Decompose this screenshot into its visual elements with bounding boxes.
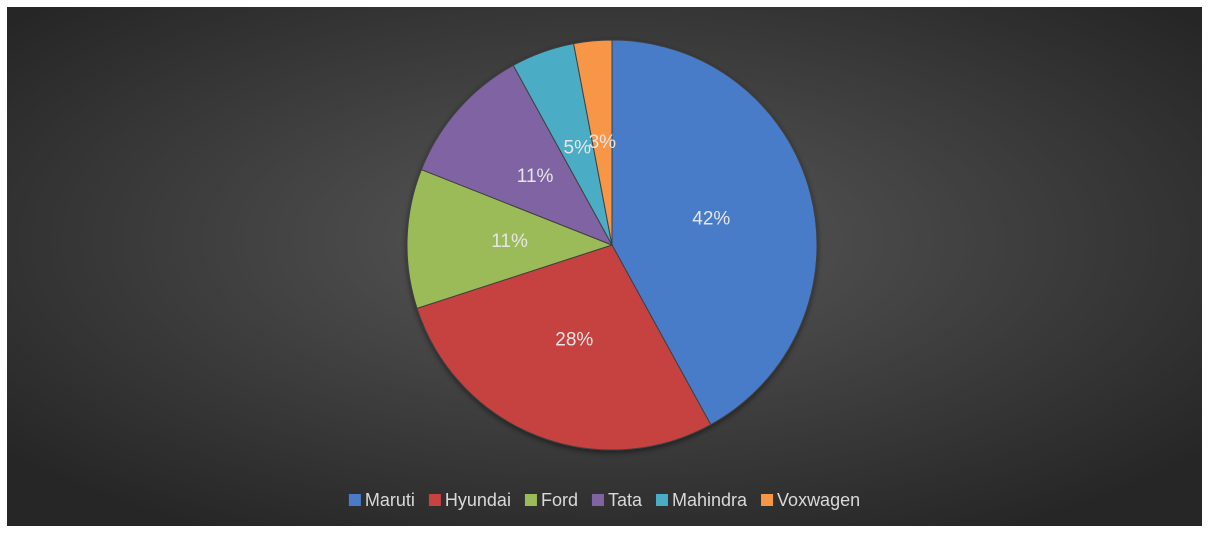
pie-slice [611, 39, 818, 426]
legend-label: Mahindra [672, 490, 748, 510]
data-label: 11% [517, 166, 554, 187]
data-label: 3% [589, 132, 617, 153]
legend-label: Maruti [365, 490, 415, 510]
data-label: 11% [491, 231, 528, 252]
pie-slice [420, 64, 614, 246]
legend-label: Voxwagen [777, 490, 860, 510]
pie-slice [573, 39, 613, 246]
legend-swatch [524, 494, 537, 506]
legend-swatch [655, 494, 668, 506]
legend-swatch [761, 494, 774, 506]
legend-label: Ford [541, 490, 578, 510]
data-label: 5% [564, 138, 592, 159]
data-label: 28% [555, 329, 593, 350]
legend-swatch [591, 494, 604, 506]
legend: Maruti Hyundai Ford Tata Mahindra Voxwagen [348, 490, 860, 510]
legend-label: Hyundai [445, 490, 511, 510]
legend-swatch [428, 494, 441, 506]
legend-label: Tata [608, 490, 643, 510]
data-labels: 42% 28% 11% 11% 5%3% [491, 132, 730, 350]
data-label: 42% [692, 209, 730, 230]
pie-slice [416, 244, 712, 451]
pie [406, 39, 818, 451]
pie-slice [406, 168, 614, 309]
legend-swatch [348, 494, 361, 506]
